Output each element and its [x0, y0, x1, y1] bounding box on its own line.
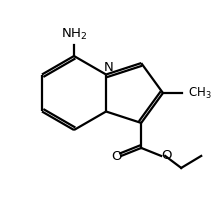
Text: N: N — [104, 61, 114, 74]
Text: CH$_3$: CH$_3$ — [188, 85, 212, 100]
Text: NH$_2$: NH$_2$ — [61, 27, 87, 42]
Text: O: O — [111, 150, 121, 164]
Text: O: O — [161, 149, 171, 162]
